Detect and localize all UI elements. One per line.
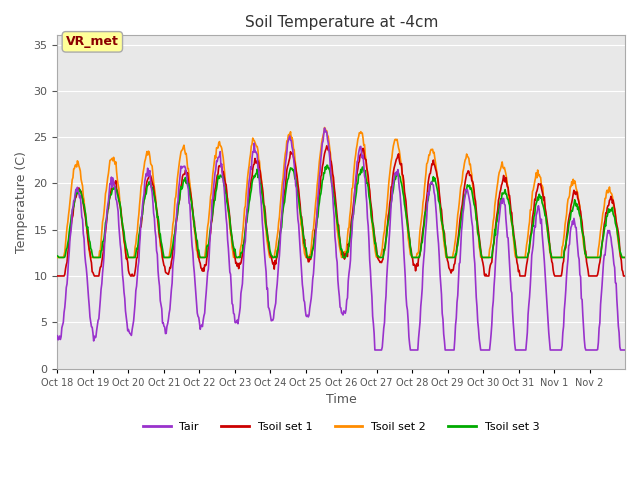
Text: VR_met: VR_met	[66, 36, 119, 48]
X-axis label: Time: Time	[326, 393, 356, 406]
Legend: Tair, Tsoil set 1, Tsoil set 2, Tsoil set 3: Tair, Tsoil set 1, Tsoil set 2, Tsoil se…	[138, 418, 544, 436]
Title: Soil Temperature at -4cm: Soil Temperature at -4cm	[244, 15, 438, 30]
Y-axis label: Temperature (C): Temperature (C)	[15, 151, 28, 253]
